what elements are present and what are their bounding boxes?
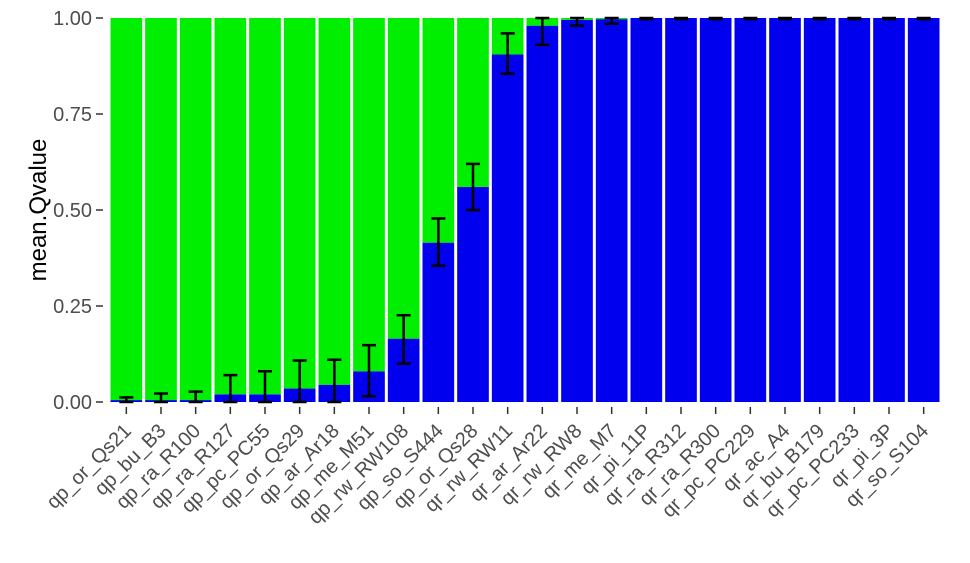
y-tick-label: 0.75	[53, 104, 92, 126]
bar-segment-blue	[422, 242, 455, 402]
error-bar	[743, 16, 758, 21]
bar-segment-blue	[769, 18, 801, 402]
y-tick-label: 0.25	[53, 296, 92, 318]
bar-segment-green	[387, 18, 420, 339]
error-bar	[812, 16, 827, 21]
error-bar	[258, 370, 272, 404]
bar-segment-green	[353, 18, 385, 372]
error-bar	[778, 16, 792, 21]
bar-segment-blue	[561, 19, 593, 402]
bar-segment-blue	[699, 18, 732, 402]
error-bar	[466, 162, 480, 212]
y-tick-label: 0.50	[53, 200, 92, 222]
bar-segment-blue	[457, 186, 489, 402]
bar-segment-green	[179, 18, 212, 401]
error-bar	[674, 16, 688, 21]
bar-segment-blue	[491, 54, 524, 402]
bar-segment-blue	[838, 18, 871, 402]
bar-segment-green	[214, 18, 247, 395]
error-bar	[639, 16, 654, 21]
bar-segment-blue	[734, 18, 767, 402]
bar-segment-green	[145, 18, 177, 401]
error-bar	[570, 16, 584, 27]
bar-segment-green	[457, 18, 489, 187]
bars	[110, 18, 940, 403]
bar-segment-blue	[595, 19, 628, 402]
y-axis: 0.00 0.25 0.50 0.75 1.00	[53, 8, 103, 414]
error-bars	[119, 16, 931, 404]
bar-segment-blue	[873, 18, 905, 402]
bar-segment-green	[110, 18, 143, 401]
bar-segment-green	[318, 18, 351, 385]
error-bar	[362, 343, 376, 398]
bar-segment-green	[249, 18, 281, 395]
error-bar	[882, 16, 896, 21]
x-axis: qp_or_Qs21qp_bu_B3qp_ra_R100qp_ra_R127qp…	[42, 407, 933, 529]
bar-segment-blue	[803, 18, 836, 402]
bar-segment-green	[422, 18, 455, 243]
y-tick-label: 1.00	[53, 8, 92, 30]
error-bar	[431, 217, 446, 267]
bar-segment-blue	[630, 18, 663, 402]
y-tick-label: 0.00	[53, 392, 92, 414]
bar-segment-blue	[907, 18, 940, 402]
error-bar	[847, 16, 862, 21]
error-bar	[188, 390, 203, 404]
error-bar	[916, 16, 931, 21]
error-bar	[396, 313, 411, 365]
bar-segment-blue	[526, 25, 559, 403]
error-bar	[708, 16, 723, 21]
bar-segment-green	[283, 18, 316, 389]
error-bar	[223, 373, 238, 404]
error-bar	[604, 16, 619, 26]
error-bar	[500, 32, 515, 75]
error-bar	[327, 358, 342, 404]
bar-segment-blue	[665, 18, 697, 402]
y-axis-title: mean.Qvalue	[25, 139, 52, 282]
error-bar	[119, 396, 134, 404]
error-bar	[535, 16, 550, 47]
error-bar	[154, 392, 168, 404]
error-bar	[292, 359, 307, 404]
